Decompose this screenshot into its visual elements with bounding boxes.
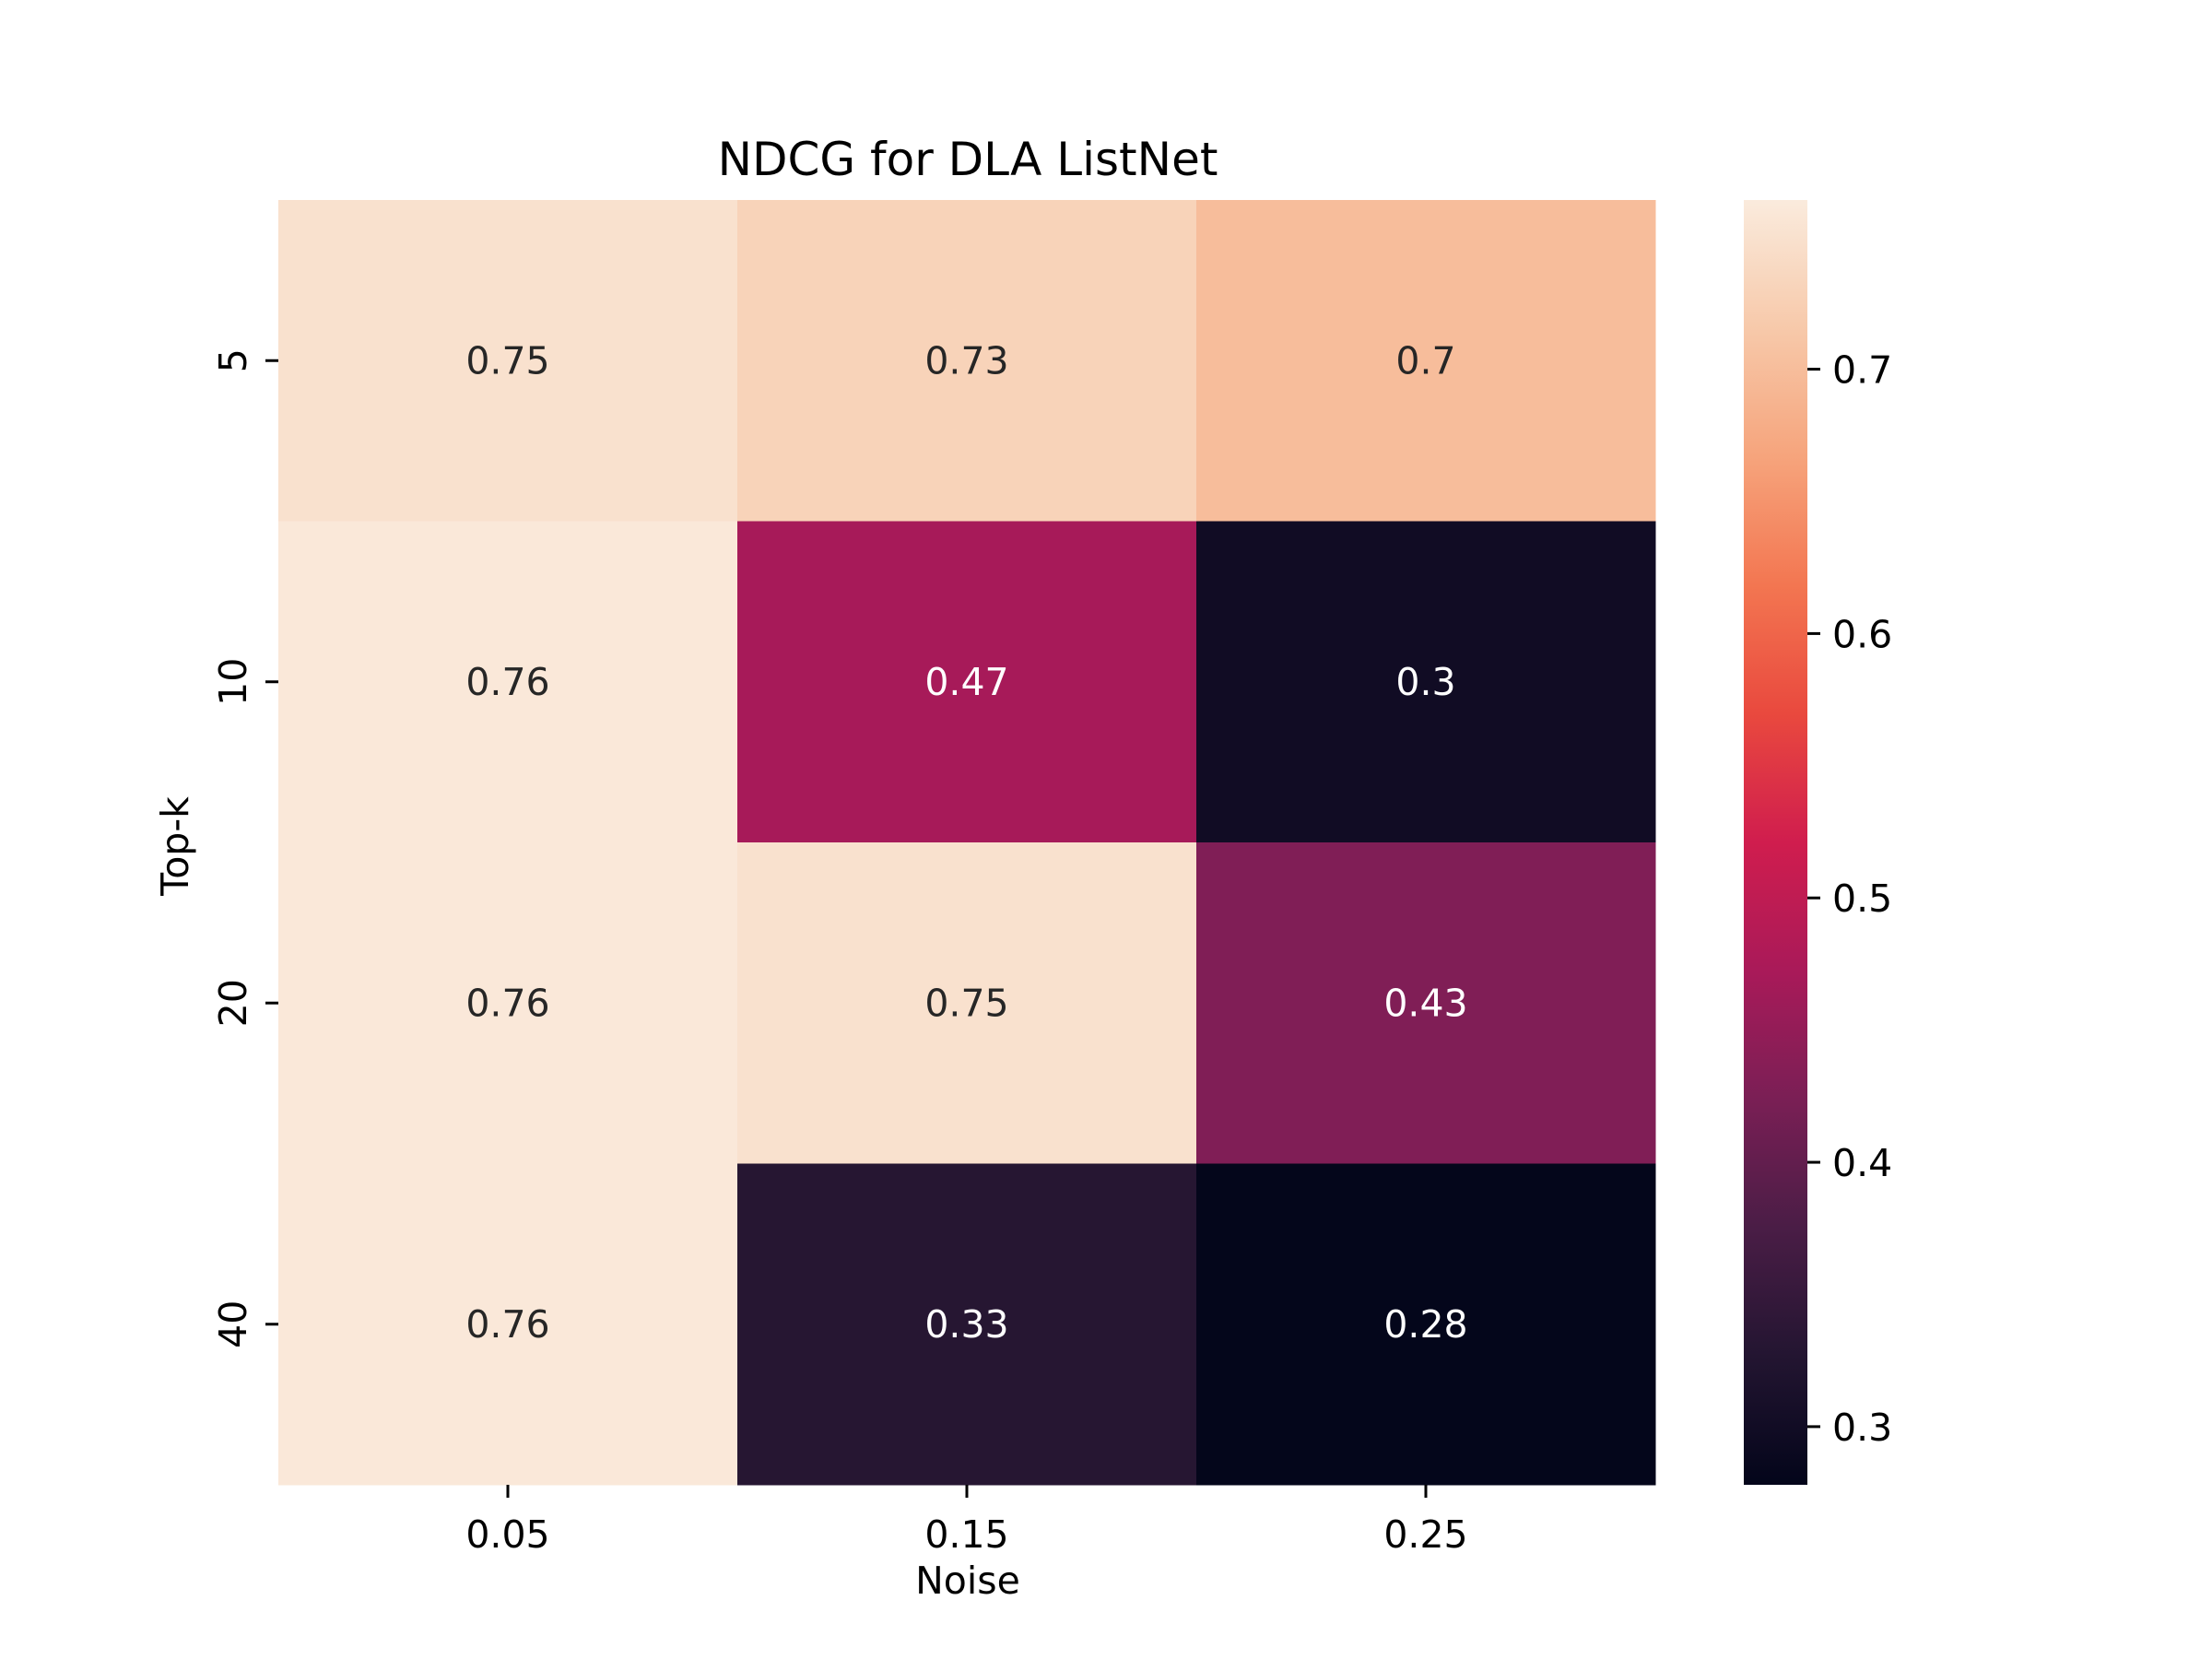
y-axis-ticks: 5 10 20 40 [211,348,278,1348]
heatmap-cell-labels: 0.75 0.73 0.7 0.76 0.47 0.3 0.76 0.75 0.43 0.76 0.… [465,338,1467,1347]
heatmap-cell [737,200,1197,522]
cell-value-label: 0.3 [1395,660,1455,704]
heatmap-cell [1196,842,1656,1164]
cell-value-label: 0.33 [924,1302,1008,1347]
colorbar-tick-label: 0.7 [1832,348,1892,393]
colorbar-tick-label: 0.5 [1832,877,1892,921]
x-tick-label: 0.15 [924,1512,1008,1557]
heatmap-cell [278,842,738,1164]
cell-value-label: 0.75 [465,338,549,382]
colorbar-tick-label: 0.4 [1832,1141,1892,1185]
cell-value-label: 0.76 [465,981,549,1025]
heatmap-cell [1196,1163,1656,1486]
y-tick-label: 5 [211,348,255,372]
heatmap-cell [278,521,738,843]
y-tick-label: 20 [211,979,255,1027]
heatmap-cells [278,200,1656,1486]
cell-value-label: 0.73 [924,338,1008,382]
colorbar [1744,200,1807,1485]
heatmap-cell [737,842,1197,1164]
y-axis-label: Top-k [153,796,197,897]
heatmap-cell [278,1163,738,1486]
cell-value-label: 0.76 [465,1302,549,1347]
cell-value-label: 0.7 [1395,338,1455,382]
cell-value-label: 0.28 [1383,1302,1467,1347]
heatmap-cell [737,521,1197,843]
y-tick-label: 10 [211,658,255,706]
cell-value-label: 0.47 [924,660,1008,704]
colorbar-ticks: 0.3 0.4 0.5 0.6 0.7 [1807,348,1892,1450]
colorbar-tick-label: 0.6 [1832,612,1892,656]
heatmap-cell [1196,200,1656,522]
cell-value-label: 0.43 [1383,981,1467,1025]
x-axis-label: Noise [915,1559,1020,1603]
x-tick-label: 0.25 [1383,1512,1467,1557]
cell-value-label: 0.75 [924,981,1008,1025]
heatmap-cell [1196,521,1656,843]
cell-value-label: 0.76 [465,660,549,704]
heatmap-cell [737,1163,1197,1486]
colorbar-tick-label: 0.3 [1832,1406,1892,1450]
x-axis-ticks: 0.05 0.15 0.25 [465,1485,1468,1557]
chart-title: NDCG for DLA ListNet [718,133,1218,186]
y-tick-label: 40 [211,1300,255,1348]
heatmap-cell [278,200,738,522]
x-tick-label: 0.05 [465,1512,549,1557]
